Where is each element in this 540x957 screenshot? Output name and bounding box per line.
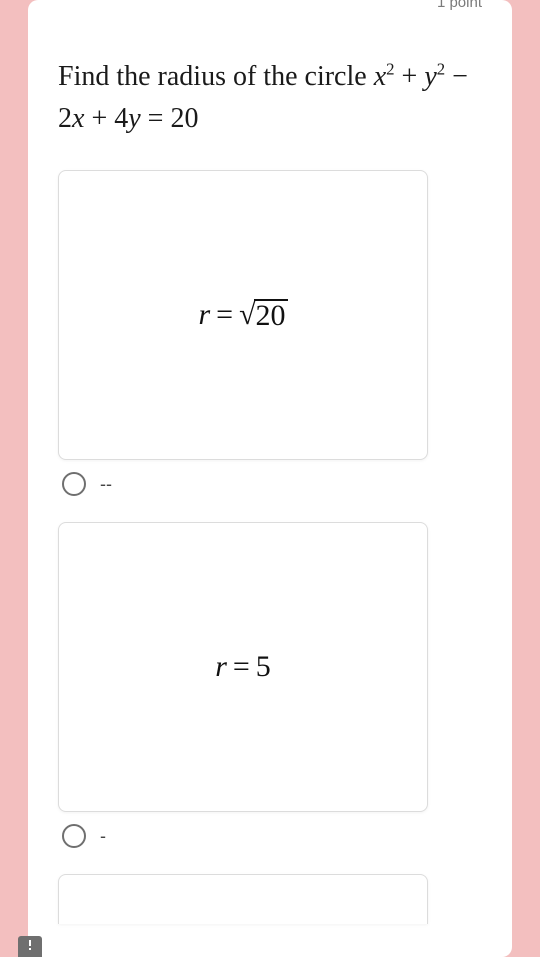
option-1-label: -- [100, 474, 112, 495]
option-radio-1[interactable]: -- [62, 472, 482, 496]
expr-lhs: r [215, 650, 227, 684]
option-card-2[interactable]: r = 5 [58, 522, 428, 812]
expr-rhs: 5 [256, 650, 271, 684]
option-card-3-partial[interactable] [58, 874, 428, 924]
option-2-expression: r = 5 [215, 650, 271, 684]
expr-rhs: 20 [254, 299, 288, 331]
question-text: Find the radius of the circle x2 + y2 − … [58, 56, 482, 140]
option-radio-2[interactable]: - [62, 824, 482, 848]
alert-icon [23, 938, 37, 952]
expr-lhs: r [198, 298, 210, 332]
alert-chip[interactable] [18, 936, 42, 957]
radio-circle-icon[interactable] [62, 472, 86, 496]
option-1-expression: r = √ 20 [198, 298, 287, 332]
expr-op: = [233, 650, 250, 684]
question-card: 1 point Find the radius of the circle x2… [28, 0, 512, 957]
expr-op: = [216, 298, 233, 332]
sqrt-icon: √ 20 [239, 298, 287, 332]
option-2-label: - [100, 826, 106, 847]
page-background: 1 point Find the radius of the circle x2… [0, 0, 540, 957]
option-card-1[interactable]: r = √ 20 [58, 170, 428, 460]
radio-circle-icon[interactable] [62, 824, 86, 848]
points-label: 1 point [437, 0, 482, 11]
question-prefix: Find the radius of the circle [58, 61, 374, 92]
